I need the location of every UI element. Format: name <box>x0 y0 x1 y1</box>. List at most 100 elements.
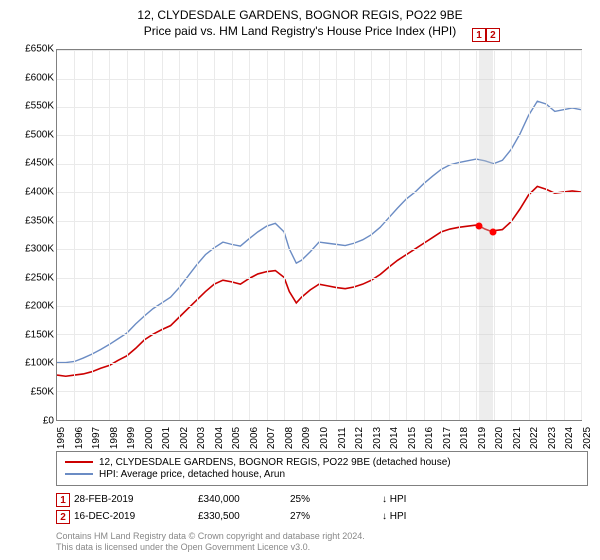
transaction-vs: ↓ HPI <box>382 511 406 522</box>
y-axis-label: £350K <box>12 215 54 226</box>
gridline-v <box>511 50 512 419</box>
x-axis-label: 2010 <box>319 427 330 449</box>
gridline-v <box>546 50 547 419</box>
gridline-v <box>564 50 565 419</box>
gridline-v <box>302 50 303 419</box>
x-axis-label: 2014 <box>389 427 400 449</box>
gridline-v <box>197 50 198 419</box>
y-axis-label: £650K <box>12 44 54 55</box>
transaction-price: £330,500 <box>198 511 286 522</box>
x-axis-label: 1996 <box>74 427 85 449</box>
x-axis-label: 2020 <box>494 427 505 449</box>
x-axis-label: 2006 <box>249 427 260 449</box>
x-axis-label: 2025 <box>582 427 593 449</box>
chart-area: 12 £0£50K£100K£150K£200K£250K£300K£350K£… <box>12 43 588 444</box>
transaction-price: £340,000 <box>198 494 286 505</box>
x-axis-label: 2019 <box>477 427 488 449</box>
x-axis-label: 2002 <box>179 427 190 449</box>
gridline-v <box>232 50 233 419</box>
x-axis-label: 2011 <box>337 427 348 449</box>
gridline-v <box>249 50 250 419</box>
x-axis-label: 2012 <box>354 427 365 449</box>
x-axis-label: 2017 <box>442 427 453 449</box>
x-axis-label: 2003 <box>196 427 207 449</box>
legend-swatch <box>65 461 93 463</box>
gridline-v <box>74 50 75 419</box>
gridline-v <box>476 50 477 419</box>
y-axis-label: £400K <box>12 187 54 198</box>
x-axis-label: 1998 <box>109 427 120 449</box>
y-axis-label: £550K <box>12 101 54 112</box>
gridline-v <box>354 50 355 419</box>
marker-dot <box>489 228 496 235</box>
x-axis-label: 2015 <box>407 427 418 449</box>
x-axis-label: 2018 <box>459 427 470 449</box>
x-axis-label: 2023 <box>547 427 558 449</box>
x-axis-label: 1997 <box>91 427 102 449</box>
legend-item: HPI: Average price, detached house, Arun <box>65 469 579 480</box>
transaction-date: 28-FEB-2019 <box>74 494 194 505</box>
legend-label: 12, CLYDESDALE GARDENS, BOGNOR REGIS, PO… <box>99 457 451 468</box>
y-axis-label: £450K <box>12 158 54 169</box>
x-axis-label: 2005 <box>231 427 242 449</box>
legend-item: 12, CLYDESDALE GARDENS, BOGNOR REGIS, PO… <box>65 457 579 468</box>
x-axis-label: 2022 <box>529 427 540 449</box>
x-axis-label: 2007 <box>266 427 277 449</box>
gridline-v <box>459 50 460 419</box>
transaction-num: 1 <box>56 493 70 507</box>
y-axis-label: £100K <box>12 358 54 369</box>
gridline-v <box>406 50 407 419</box>
x-axis-label: 2024 <box>564 427 575 449</box>
marker-label: 1 <box>472 28 486 42</box>
y-axis-label: £50K <box>12 387 54 398</box>
transaction-date: 16-DEC-2019 <box>74 511 194 522</box>
transaction-row: 2 16-DEC-2019 £330,500 27% ↓ HPI <box>56 510 588 524</box>
gridline-v <box>424 50 425 419</box>
legend-swatch <box>65 473 93 475</box>
x-axis-label: 2021 <box>512 427 523 449</box>
gridline-v <box>109 50 110 419</box>
x-axis-label: 2004 <box>214 427 225 449</box>
x-axis-label: 2000 <box>144 427 155 449</box>
footer-line1: Contains HM Land Registry data © Crown c… <box>56 531 588 543</box>
x-axis-label: 1995 <box>56 427 67 449</box>
y-axis-label: £200K <box>12 301 54 312</box>
legend-label: HPI: Average price, detached house, Arun <box>99 469 285 480</box>
gridline-v <box>441 50 442 419</box>
footer: Contains HM Land Registry data © Crown c… <box>56 531 588 554</box>
y-axis-label: £600K <box>12 72 54 83</box>
marker-label: 2 <box>486 28 500 42</box>
transaction-pct: 25% <box>290 494 378 505</box>
transaction-pct: 27% <box>290 511 378 522</box>
x-axis-label: 1999 <box>126 427 137 449</box>
y-axis-label: £250K <box>12 272 54 283</box>
title-line1: 12, CLYDESDALE GARDENS, BOGNOR REGIS, PO… <box>12 8 588 24</box>
gridline-v <box>267 50 268 419</box>
gridline-v <box>127 50 128 419</box>
gridline-v <box>336 50 337 419</box>
marker-dot <box>475 223 482 230</box>
y-axis-label: £500K <box>12 129 54 140</box>
x-axis-label: 2009 <box>301 427 312 449</box>
x-axis-label: 2001 <box>161 427 172 449</box>
gridline-v <box>162 50 163 419</box>
gridline-v <box>179 50 180 419</box>
gridline-v <box>92 50 93 419</box>
x-axis-label: 2008 <box>284 427 295 449</box>
x-axis-label: 2016 <box>424 427 435 449</box>
gridline-v <box>214 50 215 419</box>
chart-title: 12, CLYDESDALE GARDENS, BOGNOR REGIS, PO… <box>12 8 588 39</box>
transaction-table: 1 28-FEB-2019 £340,000 25% ↓ HPI 2 16-DE… <box>56 490 588 527</box>
transaction-row: 1 28-FEB-2019 £340,000 25% ↓ HPI <box>56 493 588 507</box>
legend: 12, CLYDESDALE GARDENS, BOGNOR REGIS, PO… <box>56 451 588 486</box>
transaction-num: 2 <box>56 510 70 524</box>
gridline-v <box>389 50 390 419</box>
plot-region: 12 <box>56 49 582 420</box>
footer-line2: This data is licensed under the Open Gov… <box>56 542 588 554</box>
gridline-v <box>581 50 582 419</box>
gridline-v <box>371 50 372 419</box>
gridline-v <box>319 50 320 419</box>
gridline-v <box>144 50 145 419</box>
y-axis-label: £300K <box>12 244 54 255</box>
y-axis-label: £0 <box>12 415 54 426</box>
